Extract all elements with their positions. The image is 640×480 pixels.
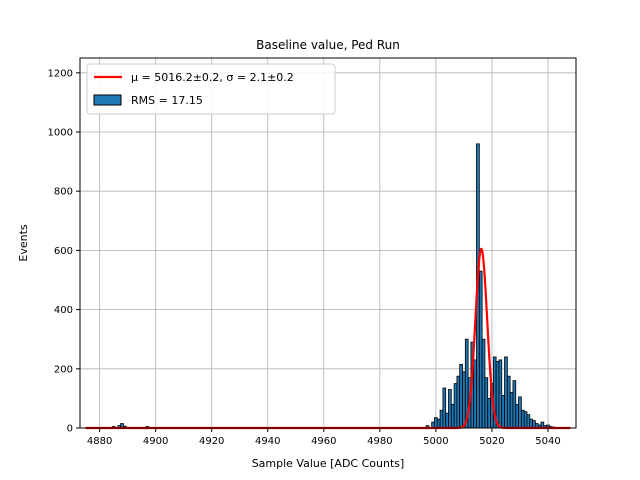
histogram-bar	[506, 375, 511, 429]
x-tick-label: 4920	[199, 436, 224, 447]
histogram-bar	[512, 380, 517, 429]
x-tick-label: 5000	[423, 436, 448, 447]
histogram-bar	[498, 359, 503, 429]
grid	[80, 58, 576, 429]
x-tick-label: 4940	[255, 436, 280, 447]
histogram-bar	[462, 371, 466, 429]
y-tick-label: 800	[54, 187, 73, 198]
histogram-bar	[515, 403, 519, 429]
histogram-bar	[523, 411, 528, 429]
y-tick-label: 400	[54, 305, 73, 316]
histogram-bar	[501, 395, 505, 429]
y-tick-label: 1000	[48, 128, 73, 139]
histogram-bar	[436, 418, 441, 429]
x-tick-label: 4980	[367, 436, 392, 447]
legend-rms-label: RMS = 17.15	[131, 94, 203, 107]
histogram-bar	[520, 409, 525, 429]
histogram-bar	[439, 409, 444, 429]
y-tick-label: 1200	[48, 68, 73, 79]
chart-title: Baseline value, Ped Run	[256, 38, 400, 52]
histogram-bar	[532, 420, 536, 429]
histogram-bar	[442, 387, 447, 429]
y-axis-ticks: 0 200 400 600 800 1000 1200	[48, 68, 80, 435]
legend-box	[86, 63, 336, 115]
x-tick-label: 4900	[143, 436, 168, 447]
y-axis-label: Events	[17, 224, 30, 262]
y-tick-label: 200	[54, 364, 73, 375]
histogram-bar	[456, 375, 461, 429]
histogram-bar	[459, 363, 463, 429]
histogram-bar	[478, 270, 483, 429]
histogram-bar	[445, 412, 449, 429]
x-tick-label: 5040	[535, 436, 560, 447]
y-tick-label: 600	[54, 246, 73, 257]
histogram-bar	[453, 383, 458, 429]
legend-rms-swatch	[93, 94, 122, 106]
histogram-bar	[484, 377, 489, 429]
histogram-bar	[529, 418, 533, 429]
x-tick-label: 4880	[87, 436, 112, 447]
histogram-bar	[526, 414, 531, 429]
plot-frame	[79, 57, 577, 429]
histogram-bar	[448, 389, 452, 429]
legend: μ = 5016.2±0.2, σ = 2.1±0.2 RMS = 17.15	[86, 63, 336, 115]
histogram-bar	[504, 356, 508, 429]
histogram-bar	[481, 338, 486, 429]
x-axis-label: Sample Value [ADC Counts]	[252, 457, 405, 470]
x-axis-ticks: 4880 4900 4920 4940 4960 4980 5000 5020 5040	[87, 428, 561, 447]
histogram-bar	[450, 403, 455, 429]
histogram-bar	[434, 417, 438, 429]
histogram-bar	[509, 392, 514, 429]
x-tick-label: 4960	[311, 436, 336, 447]
y-tick-label: 0	[67, 424, 73, 435]
x-tick-label: 5020	[479, 436, 504, 447]
legend-fit-label: μ = 5016.2±0.2, σ = 2.1±0.2	[131, 71, 294, 84]
histogram-bar	[487, 397, 491, 429]
histogram-bar	[518, 396, 522, 429]
histogram-bar	[473, 359, 477, 429]
